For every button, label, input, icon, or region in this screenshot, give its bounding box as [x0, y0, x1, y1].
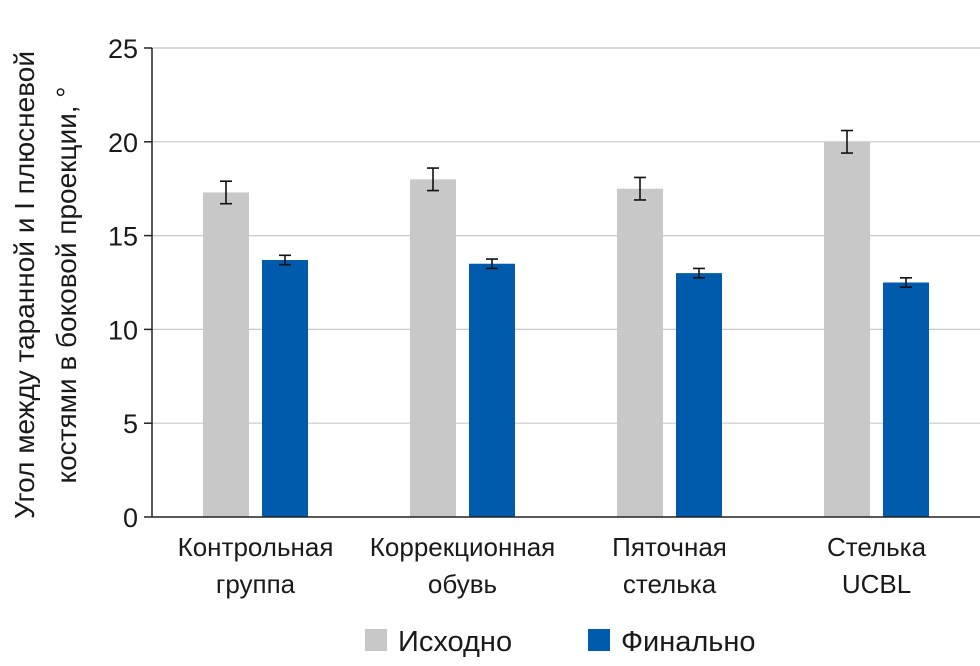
- bars: [203, 129, 929, 518]
- legend-swatch-initial: [365, 629, 387, 651]
- x-category-label: Стелька: [827, 532, 927, 562]
- y-tick-label: 25: [108, 34, 138, 64]
- y-axis-title-line-1: Угол между таранной и I плюсневой: [9, 51, 40, 519]
- x-category-label: стелька: [623, 569, 717, 599]
- bar-final: [883, 282, 929, 517]
- bar-initial: [617, 188, 663, 517]
- legend-swatch-final: [588, 629, 610, 651]
- y-tick-label: 0: [123, 503, 138, 533]
- axes: [144, 47, 980, 518]
- legend-label-final: Финально: [621, 626, 756, 658]
- bar-initial: [203, 192, 249, 517]
- x-category-label: Контрольная: [178, 532, 334, 562]
- y-tick-label: 20: [108, 128, 138, 158]
- x-category-label: группа: [216, 569, 296, 599]
- y-tick-label: 15: [108, 222, 138, 252]
- bar-final: [262, 259, 308, 517]
- x-category-label: обувь: [428, 569, 497, 599]
- x-category-label: UCBL: [842, 569, 911, 599]
- labels: 0 5 10 15 20 25 Контрольная группа Коррекционная…: [108, 34, 927, 599]
- y-tick-label: 10: [108, 315, 138, 345]
- bar-initial: [824, 141, 870, 518]
- y-axis-title-line-2: костями в боковой проекции, °: [51, 87, 82, 484]
- bar-initial: [410, 179, 456, 517]
- bar-final: [676, 273, 722, 517]
- bar-final: [469, 263, 515, 517]
- legend: Исходно Финально: [365, 626, 756, 658]
- x-category-label: Пяточная: [612, 532, 727, 562]
- x-category-label: Коррекционная: [370, 532, 556, 562]
- y-tick-label: 5: [123, 409, 138, 439]
- legend-label-initial: Исходно: [398, 626, 512, 658]
